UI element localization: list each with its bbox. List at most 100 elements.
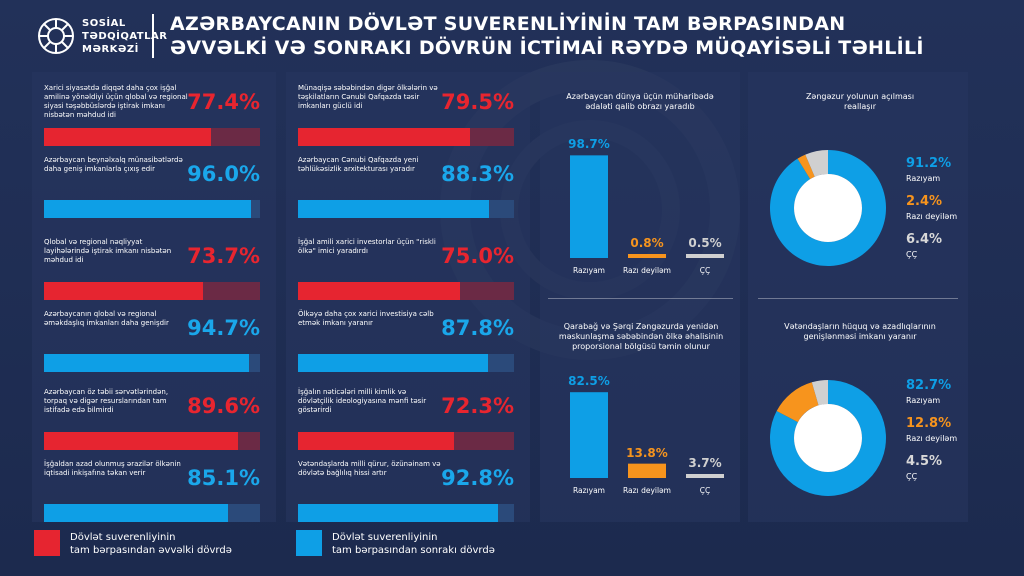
logo: SOSİAL TƏDQİQATLAR MƏRKƏZİ <box>36 14 196 58</box>
item-percent: 92.8% <box>441 466 514 490</box>
donut-category-label: ÇÇ <box>906 250 918 259</box>
page-title: AZƏRBAYCANIN DÖVLƏT SUVERENLİYİNİN TAM B… <box>170 12 924 60</box>
item-question: Münaqişə səbəbindən digər ölkələrin və t… <box>298 84 438 110</box>
comparison-item: Münaqişə səbəbindən digər ölkələrin və t… <box>292 76 522 146</box>
item-question: Ölkəyə daha çox xarici investisiya cəlb … <box>298 310 434 327</box>
bar-category-label: Razı deyiləm <box>623 486 671 495</box>
item-bar-track <box>298 504 514 522</box>
donut-1-hole <box>794 174 862 242</box>
item-bar-track <box>44 504 260 522</box>
item-percent: 88.3% <box>441 162 514 186</box>
item-bar-track <box>298 354 514 372</box>
logo-text-line1: SOSİAL <box>82 18 126 29</box>
item-percent: 96.0% <box>187 162 260 186</box>
item-bar-track <box>298 200 514 218</box>
item-bar-fill <box>44 128 212 146</box>
item-percent: 73.7% <box>187 244 260 268</box>
divider-bars <box>548 298 733 299</box>
bar-chart-1-bar <box>628 254 666 258</box>
item-percent: 72.3% <box>441 394 514 418</box>
donut-category-label: ÇÇ <box>906 472 918 481</box>
bar-category-label: Razı deyiləm <box>623 266 671 275</box>
page-title-line2: ƏVVƏLKİ VƏ SONRAKI DÖVRÜN İCTİMAİ RƏYDƏ … <box>170 37 924 59</box>
item-bar-fill <box>44 200 252 218</box>
comparison-item: İşğal amili xarici investorlar üçün "ris… <box>292 230 522 300</box>
item-percent: 75.0% <box>441 244 514 268</box>
comparison-item: Xarici siyasətdə diqqət daha çox işğal a… <box>38 76 268 146</box>
comparison-item: Azərbaycan beynəlxalq münasibətlərdə dah… <box>38 148 268 218</box>
item-question: Qlobal və regional nəqliyyat layihələrin… <box>44 238 172 264</box>
bar-chart-1-bar <box>686 254 724 258</box>
item-question: İşğal amili xarici investorlar üçün "ris… <box>298 238 436 255</box>
item-bar-fill <box>298 200 489 218</box>
logo-text-line2: TƏDQİQATLAR <box>82 31 168 42</box>
bar-value-label: 0.8% <box>630 236 664 250</box>
logo-text-line3: MƏRKƏZİ <box>82 44 139 55</box>
item-bar-fill <box>298 282 460 300</box>
item-percent: 87.8% <box>441 316 514 340</box>
donut-1-slice <box>797 154 815 180</box>
item-bar-track <box>44 432 260 450</box>
donut-category-label: Razı deyiləm <box>906 212 958 221</box>
donut-2-hole <box>794 404 862 472</box>
donut-value-label: 2.4% <box>906 194 943 209</box>
donut-value-label: 12.8% <box>906 416 952 431</box>
comparison-item: İşğalın nəticələri milli kimlik və dövlə… <box>292 380 522 450</box>
bar-category-label: ÇÇ <box>699 486 711 495</box>
item-bar-track <box>44 282 260 300</box>
item-percent: 94.7% <box>187 316 260 340</box>
bar-category-label: Razıyam <box>572 266 605 275</box>
donut-2-slice <box>776 382 819 423</box>
legend-after-line2: tam bərpasından sonrakı dövrdə <box>332 545 495 556</box>
donut-2-title: Vətəndaşların hüquq və azadlıqlarının ge… <box>784 322 936 341</box>
bar-value-label: 82.5% <box>568 374 610 389</box>
item-percent: 89.6% <box>187 394 260 418</box>
comparison-item: Azərbaycanın qlobal və regional əməkdaşl… <box>38 302 268 372</box>
bar-value-label: 3.7% <box>688 456 722 470</box>
item-percent: 85.1% <box>187 466 260 490</box>
donut-1-title: Zəngəzur yolunun açılması reallaşır <box>805 92 915 111</box>
item-bar-fill <box>298 128 470 146</box>
bar-category-label: ÇÇ <box>699 266 711 275</box>
donut-category-label: Razıyam <box>906 174 941 183</box>
bar-category-label: Razıyam <box>572 486 605 495</box>
bar-chart-1-title: Azərbaycan dünya üçün müharibədə ədaləti… <box>566 92 714 111</box>
comparison-item: Azərbaycan öz təbii sərvətlərindən, torp… <box>38 380 268 450</box>
item-bar-track <box>298 282 514 300</box>
donut-2-slice <box>811 380 828 406</box>
item-bar-fill <box>298 354 488 372</box>
item-question: Azərbaycan beynəlxalq münasibətlərdə dah… <box>44 156 183 173</box>
header-divider <box>152 14 154 58</box>
item-bar-fill <box>298 504 499 522</box>
item-bar-track <box>298 128 514 146</box>
item-bar-fill <box>44 282 204 300</box>
comparison-item: Azərbaycan Cənubi Qafqazda yeni təhlükəs… <box>292 148 522 218</box>
bar-chart-1-bar <box>570 155 608 258</box>
bar-value-label: 0.5% <box>688 236 722 250</box>
legend-after-label: Dövlət suverenliyinin tam bərpasından so… <box>332 531 495 557</box>
item-question: İşğalın nəticələri milli kimlik və dövlə… <box>298 388 427 414</box>
item-bar-track <box>44 354 260 372</box>
legend-after-line1: Dövlət suverenliyinin <box>332 532 438 543</box>
donut-value-label: 82.7% <box>906 378 952 393</box>
item-bar-fill <box>44 354 249 372</box>
legend-before-line1: Dövlət suverenliyinin <box>70 532 176 543</box>
item-bar-fill <box>44 432 238 450</box>
divider-donuts <box>758 298 958 299</box>
item-question: Azərbaycan Cənubi Qafqazda yeni təhlükəs… <box>298 156 419 173</box>
comparison-item: Vətəndaşlarda milli qürur, özünəinam və … <box>292 452 522 522</box>
legend-before-swatch <box>34 530 60 556</box>
item-bar-fill <box>298 432 455 450</box>
item-bar-track <box>44 128 260 146</box>
comparison-item: Qlobal və regional nəqliyyat layihələrin… <box>38 230 268 300</box>
item-bar-fill <box>44 504 228 522</box>
item-bar-track <box>298 432 514 450</box>
donut-category-label: Razıyam <box>906 396 941 405</box>
item-question: Azərbaycan öz təbii sərvətlərindən, torp… <box>44 388 169 414</box>
bar-value-label: 98.7% <box>568 137 610 152</box>
page-title-line1: AZƏRBAYCANIN DÖVLƏT SUVERENLİYİNİN TAM B… <box>170 13 846 35</box>
comparison-item: Ölkəyə daha çox xarici investisiya cəlb … <box>292 302 522 372</box>
bar-chart-2-title: Qarabağ və Şərqi Zəngəzurda yenidən məsk… <box>558 322 724 351</box>
bar-chart-2-bar <box>570 392 608 478</box>
